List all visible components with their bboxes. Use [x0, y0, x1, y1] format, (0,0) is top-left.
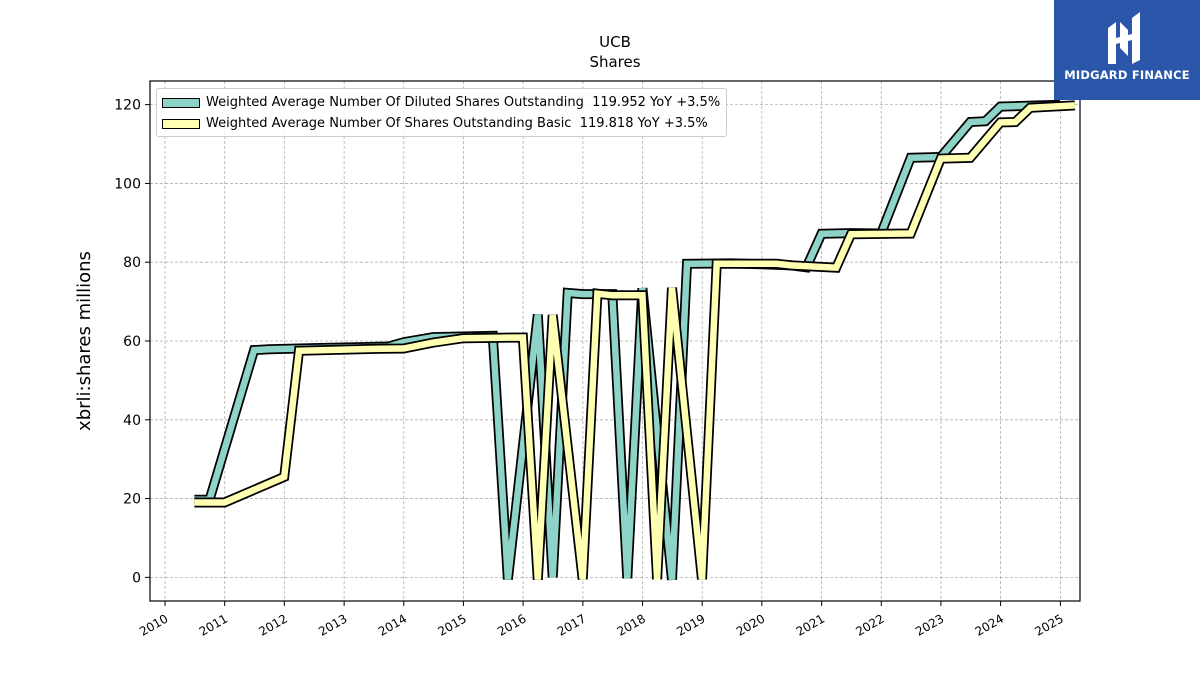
x-tick-label: 2010 — [137, 611, 170, 638]
legend-swatch-basic — [162, 118, 200, 129]
legend-label-diluted: Weighted Average Number Of Diluted Share… — [206, 95, 721, 110]
x-tick-label: 2012 — [256, 611, 289, 638]
y-tick-label: 100 — [114, 176, 141, 192]
legend-item-basic: Weighted Average Number Of Shares Outsta… — [162, 113, 720, 134]
x-tick-label: 2023 — [913, 611, 946, 638]
x-tick-label: 2024 — [973, 611, 1006, 638]
legend-label-basic: Weighted Average Number Of Shares Outsta… — [206, 116, 708, 131]
legend: Weighted Average Number Of Diluted Share… — [156, 88, 728, 137]
x-tick-label: 2020 — [734, 611, 767, 638]
y-axis: 0 20 40 60 80 100 120 — [114, 98, 150, 586]
series-1-line — [194, 102, 1076, 580]
x-tick-label: 2013 — [316, 611, 349, 638]
y-axis-label: xbrli:shares millions — [74, 251, 95, 431]
x-tick-label: 2025 — [1032, 611, 1065, 638]
y-tick-label: 80 — [123, 255, 141, 271]
y-tick-label: 60 — [123, 334, 141, 350]
x-tick-label: 2017 — [555, 611, 588, 638]
x-tick-label: 2021 — [794, 611, 827, 638]
x-tick-label: 2019 — [674, 611, 707, 638]
x-axis: 2010 2011 2012 2013 2014 2015 2016 2017 2018 2019… — [137, 601, 1066, 639]
chart-subtitle: Shares — [589, 53, 640, 71]
legend-item-diluted: Weighted Average Number Of Diluted Share… — [162, 92, 720, 113]
series-layer — [194, 99, 1076, 581]
y-tick-label: 20 — [123, 492, 141, 508]
brand-logo: MIDGARD FINANCE — [1054, 0, 1200, 100]
chart-title: UCB — [599, 33, 631, 51]
x-tick-label: 2016 — [495, 611, 528, 638]
x-tick-label: 2022 — [853, 611, 886, 638]
y-tick-label: 120 — [114, 98, 141, 114]
y-tick-label: 0 — [132, 570, 141, 586]
midgard-logo-icon — [1108, 12, 1140, 64]
legend-swatch-diluted — [162, 97, 200, 108]
x-tick-label: 2018 — [615, 611, 648, 638]
x-tick-label: 2011 — [197, 611, 230, 638]
x-tick-label: 2014 — [376, 611, 409, 638]
y-tick-label: 40 — [123, 413, 141, 429]
brand-name: MIDGARD FINANCE — [1064, 68, 1190, 82]
x-tick-label: 2015 — [435, 611, 468, 638]
